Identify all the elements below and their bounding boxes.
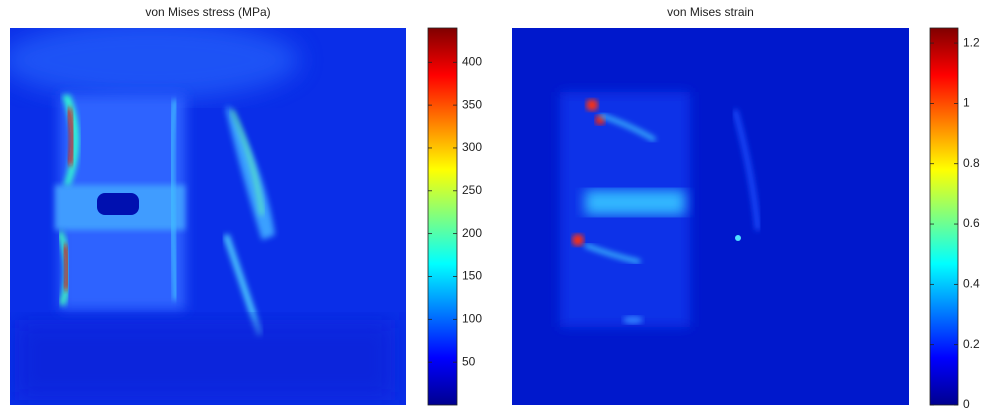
colorbar-tick-label: 150 xyxy=(462,269,482,283)
field-hotspot xyxy=(735,235,741,241)
field-hotspot xyxy=(623,316,643,324)
field-glow xyxy=(10,28,300,100)
field-streak xyxy=(62,95,79,185)
colorbar-tick-label: 250 xyxy=(462,183,482,197)
field-region xyxy=(226,105,275,240)
field-region xyxy=(585,190,685,215)
colorbar-tick-label: 0.6 xyxy=(963,216,980,230)
colorbar-tick-label: 200 xyxy=(462,226,482,240)
colorbar xyxy=(427,27,458,406)
chart-title: von Mises stress (MPa) xyxy=(145,5,270,19)
colorbar xyxy=(929,27,959,406)
colorbar-tick-label: 100 xyxy=(462,311,482,325)
field-hotspot xyxy=(572,234,584,246)
colorbar-tick-label: 0.2 xyxy=(963,337,980,351)
colorbar-tick-label: 400 xyxy=(462,54,482,68)
field-region xyxy=(15,320,395,400)
field-streak xyxy=(61,244,71,291)
field-streak xyxy=(169,99,179,301)
field-streak xyxy=(599,113,657,142)
field-streak xyxy=(65,107,76,166)
field-region xyxy=(97,193,139,215)
colorbar-tick-label: 0 xyxy=(963,397,970,411)
colorbar-tick-label: 1 xyxy=(963,96,970,110)
colorbar-tick-label: 50 xyxy=(462,354,476,368)
field-streak xyxy=(230,109,264,216)
stress-field-image xyxy=(10,28,406,405)
field-streak xyxy=(732,109,761,231)
colorbar-tick-label: 300 xyxy=(462,140,482,154)
strain-field-image xyxy=(512,28,909,405)
colorbar-tick-label: 350 xyxy=(462,97,482,111)
colorbar-tick-label: 0.4 xyxy=(963,277,980,291)
chart-title: von Mises strain xyxy=(667,5,754,19)
field-hotspot xyxy=(586,99,598,111)
colorbar-tick-label: 0.8 xyxy=(963,156,980,170)
colorbar-tick-label: 1.2 xyxy=(963,35,980,49)
field-streak xyxy=(584,243,641,264)
